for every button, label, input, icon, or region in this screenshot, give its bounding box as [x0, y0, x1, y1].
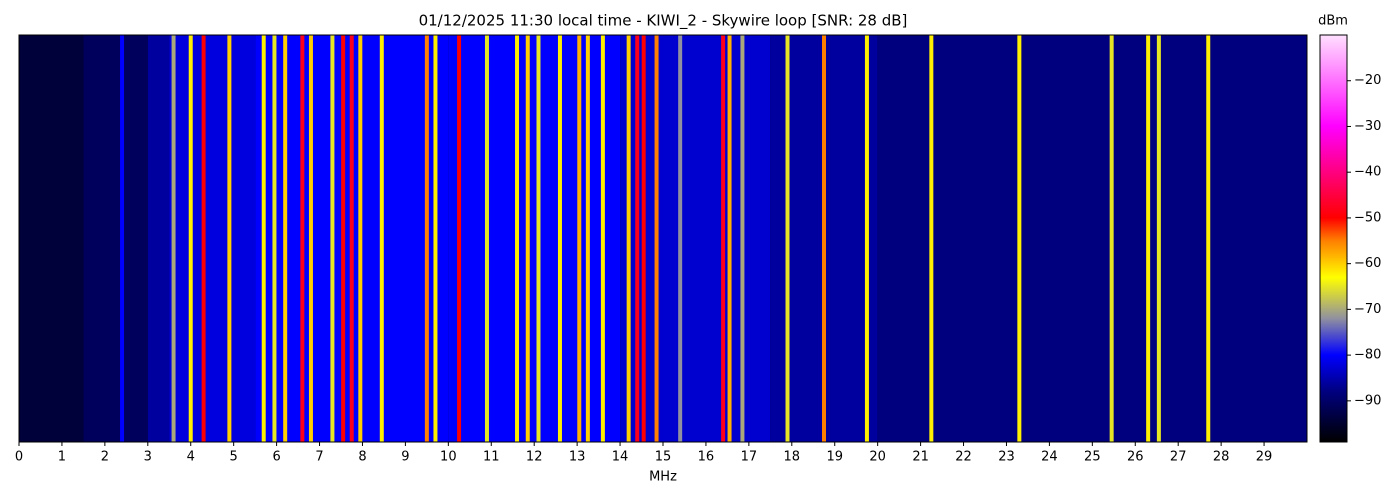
noise-band: [19, 35, 84, 442]
signal: [515, 35, 520, 442]
noise-band: [83, 35, 148, 442]
signal: [484, 35, 489, 442]
x-tick-label: 12: [526, 450, 543, 465]
chart-title: 01/12/2025 11:30 local time - KIWI_2 - S…: [419, 12, 908, 31]
signal: [557, 35, 562, 442]
signal: [600, 35, 605, 442]
signal: [1017, 35, 1022, 442]
colorbar-tick-label: −70: [1354, 302, 1381, 317]
x-tick-label: 20: [869, 450, 886, 465]
x-tick-label: 29: [1256, 450, 1273, 465]
signal: [227, 35, 232, 442]
colorbar-tick-label: −80: [1354, 348, 1381, 363]
signal: [1109, 35, 1114, 442]
colorbar-tick-label: −90: [1354, 393, 1381, 408]
signal: [1146, 35, 1151, 442]
x-tick-label: 22: [955, 450, 972, 465]
x-tick-label: 10: [440, 450, 457, 465]
signal: [929, 35, 934, 442]
signal: [641, 35, 646, 442]
x-tick-label: 16: [698, 450, 715, 465]
colorbar-tick-label: −50: [1354, 210, 1381, 225]
x-tick-label: 14: [612, 450, 629, 465]
x-tick-label: 19: [826, 450, 843, 465]
signal: [740, 35, 745, 442]
x-tick-label: 8: [358, 450, 366, 465]
signal: [424, 35, 429, 442]
colorbar-tick-label: −40: [1354, 165, 1381, 180]
x-tick-label: 27: [1170, 450, 1187, 465]
x-tick-label: 2: [101, 450, 109, 465]
signal: [536, 35, 541, 442]
noise-band: [169, 35, 256, 442]
x-tick-label: 25: [1084, 450, 1101, 465]
x-tick-label: 5: [230, 450, 238, 465]
colorbar: [1319, 34, 1348, 443]
colorbar-tick-label: −20: [1354, 73, 1381, 88]
noise-band: [877, 35, 1307, 442]
x-tick-label: 15: [655, 450, 672, 465]
signal: [379, 35, 384, 442]
colorbar-label: dBm: [1318, 14, 1348, 29]
signal: [654, 35, 659, 442]
x-tick-label: 7: [315, 450, 323, 465]
signal: [635, 35, 640, 442]
x-tick-label: 0: [15, 450, 23, 465]
colorbar-tick-label: −60: [1354, 256, 1381, 271]
signal: [308, 35, 313, 442]
colorbar-tick-label: −30: [1354, 119, 1381, 134]
x-tick-label: 21: [912, 450, 929, 465]
x-tick-label: 24: [1041, 450, 1058, 465]
signal: [457, 35, 462, 442]
signal: [678, 35, 683, 442]
x-tick-label: 6: [272, 450, 280, 465]
x-tick-label: 17: [741, 450, 758, 465]
signal: [864, 35, 869, 442]
signal: [1156, 35, 1161, 442]
signal: [785, 35, 790, 442]
x-tick-label: 23: [998, 450, 1015, 465]
x-tick-label: 28: [1213, 450, 1230, 465]
noise-band: [147, 35, 170, 442]
x-tick-label: 9: [401, 450, 409, 465]
signal: [272, 35, 277, 442]
x-axis-label: MHz: [649, 470, 677, 485]
signal: [261, 35, 266, 442]
signal: [358, 35, 363, 442]
signal: [283, 35, 288, 442]
signal: [585, 35, 590, 442]
signal: [727, 35, 732, 442]
signal: [188, 35, 193, 442]
x-tick-label: 13: [569, 450, 586, 465]
signal: [721, 35, 726, 442]
signal: [201, 35, 206, 442]
x-tick-label: 4: [187, 450, 195, 465]
signal: [300, 35, 305, 442]
x-tick-label: 1: [58, 450, 66, 465]
x-tick-label: 26: [1127, 450, 1144, 465]
x-tick-label: 18: [784, 450, 801, 465]
signal: [525, 35, 530, 442]
x-tick-label: 11: [483, 450, 500, 465]
signal: [433, 35, 438, 442]
signal: [120, 35, 125, 442]
x-tick-label: 3: [144, 450, 152, 465]
signal: [1206, 35, 1211, 442]
noise-band: [448, 35, 621, 442]
signal: [349, 35, 354, 442]
signal: [626, 35, 631, 442]
signal: [341, 35, 346, 442]
signal: [577, 35, 582, 442]
signal: [822, 35, 826, 442]
signal: [171, 35, 176, 442]
signal: [330, 35, 335, 442]
